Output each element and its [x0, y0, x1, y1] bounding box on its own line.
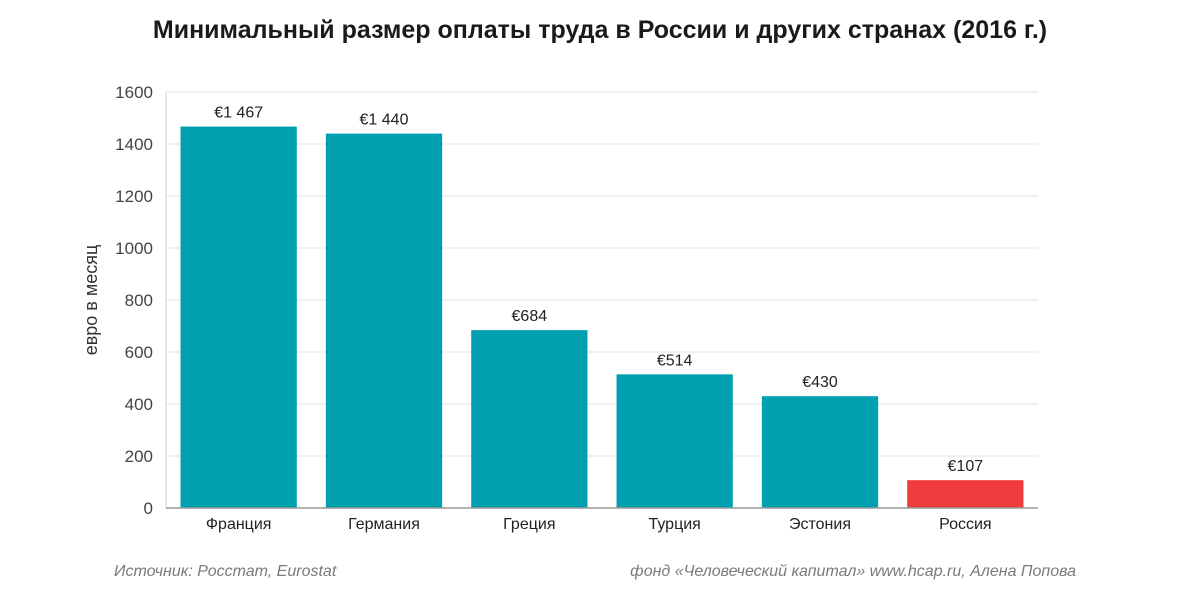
- data-label-2: €684: [512, 308, 548, 325]
- x-tick-label-0: Франция: [206, 516, 272, 533]
- y-tick-label: 1000: [115, 239, 153, 258]
- data-label-4: €430: [802, 374, 838, 391]
- x-tick-label-3: Турция: [648, 516, 700, 533]
- data-label-0: €1 467: [214, 105, 263, 122]
- source-note: Источник: Росстат, Eurostat: [114, 563, 337, 580]
- y-tick-label: 800: [125, 291, 153, 310]
- y-axis: 0 200 400 600 800 1000 1200 1400 1600: [115, 83, 167, 518]
- bar-5: [907, 480, 1024, 508]
- bars: [180, 126, 1024, 508]
- grid-lines: [166, 91, 1038, 457]
- data-label-5: €107: [948, 458, 984, 475]
- bar-0: [180, 126, 297, 508]
- bar-4: [761, 396, 879, 508]
- y-tick-label: 600: [125, 343, 153, 362]
- bar-2: [471, 330, 588, 508]
- data-labels: €1 467 €1 440 €684 €514 €430 €107: [214, 105, 983, 476]
- data-label-3: €514: [657, 352, 693, 369]
- data-label-1: €1 440: [360, 112, 409, 129]
- y-tick-label: 0: [144, 499, 153, 518]
- x-tick-label-2: Греция: [503, 516, 555, 533]
- y-tick-label: 400: [125, 395, 153, 414]
- x-tick-label-1: Германия: [348, 516, 420, 533]
- x-tick-label-5: Россия: [939, 516, 991, 533]
- y-axis-title: евро в месяц: [81, 245, 101, 356]
- x-tick-label-4: Эстония: [789, 516, 851, 533]
- x-axis: Франция Германия Греция Турция Эстония Россия: [166, 507, 1038, 533]
- y-tick-label: 1400: [115, 135, 153, 154]
- bar-3: [616, 374, 733, 508]
- y-tick-label: 200: [125, 447, 153, 466]
- bar-1: [325, 133, 443, 508]
- y-tick-label: 1200: [115, 187, 153, 206]
- y-tick-label: 1600: [115, 83, 153, 102]
- credit-note: фонд «Человеческий капитал» www.hcap.ru,…: [630, 563, 1076, 580]
- chart-title: Минимальный размер оплаты труда в России…: [152, 16, 1048, 44]
